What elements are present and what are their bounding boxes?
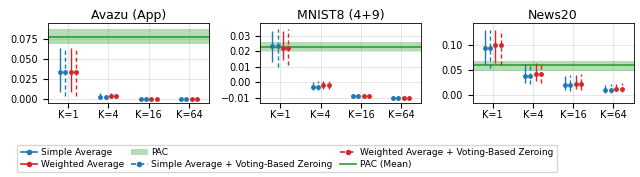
Bar [260, 42, 421, 51]
Title: News20: News20 [528, 9, 578, 22]
Legend: Simple Average, Weighted Average, PAC, Simple Average + Voting-Based Zeroing, We: Simple Average, Weighted Average, PAC, S… [17, 145, 557, 172]
Bar [48, 28, 209, 44]
Title: MNIST8 (4+9): MNIST8 (4+9) [297, 9, 385, 22]
Title: Avazu (App): Avazu (App) [91, 9, 166, 22]
Bar [472, 61, 634, 71]
